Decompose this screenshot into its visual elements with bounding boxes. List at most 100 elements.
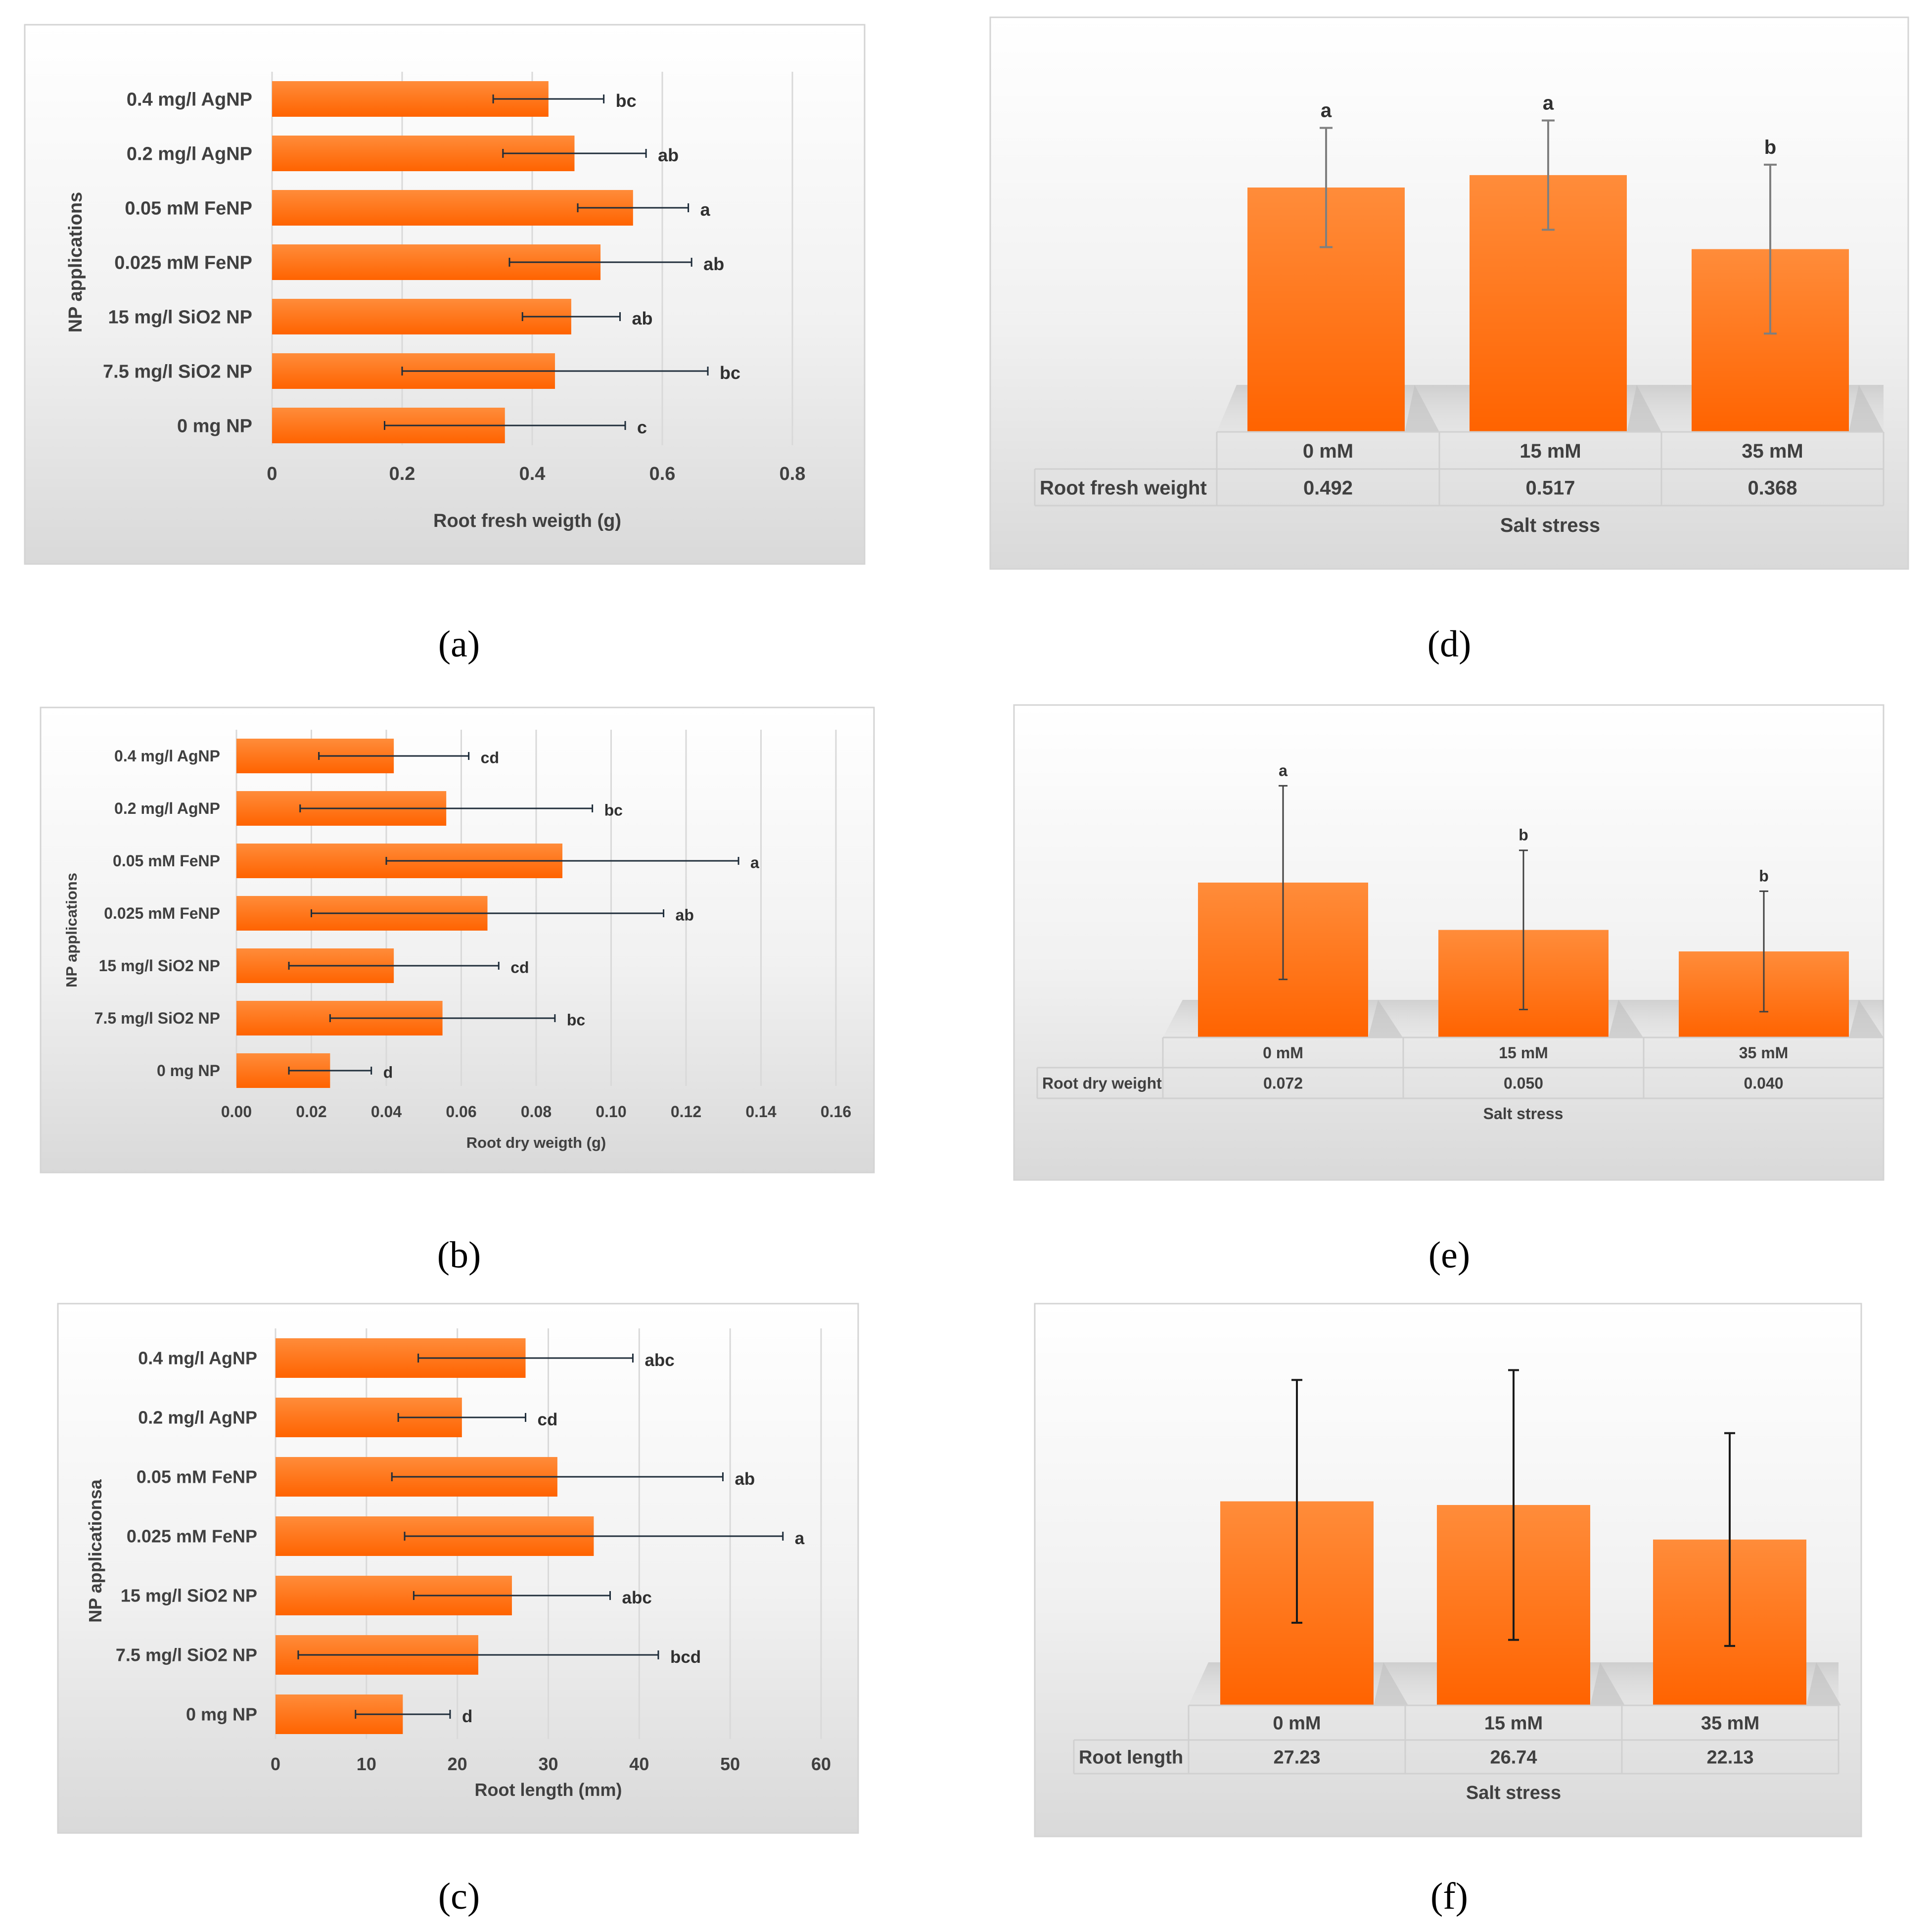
significance-letter: b — [1759, 867, 1769, 885]
data-table-row-label: Root fresh weight — [1040, 477, 1207, 499]
significance-letter: cd — [510, 958, 529, 976]
category-label: 35 mM — [1742, 440, 1803, 462]
category-label: 0.2 mg/l AgNP — [138, 1408, 257, 1428]
chart-panel-f: 0 mM 27.23 15 mM 26.74 35 mM 22.13 Root length… — [1034, 1303, 1862, 1837]
x-tick-label: 0.14 — [745, 1103, 776, 1121]
x-tick-label: 0.10 — [596, 1103, 626, 1121]
x-tick-label: 0.08 — [521, 1103, 552, 1121]
significance-letter: ab — [676, 906, 694, 924]
y-axis-title: NP applications — [63, 873, 80, 988]
category-label: 15 mM — [1519, 440, 1581, 462]
x-tick-label: 50 — [720, 1754, 740, 1774]
x-axis-title: Salt stress — [1466, 1783, 1561, 1803]
bar — [272, 299, 571, 334]
x-tick-label: 0.12 — [671, 1103, 701, 1121]
category-label: 7.5 mg/l SiO2 NP — [103, 361, 252, 382]
chart-panel-d: a a b 0 mM 0.492 15 mM 0.517 35 mM 0.368 Root fre… — [989, 16, 1909, 570]
x-tick-label: 40 — [629, 1754, 649, 1774]
data-table-row-label: Root dry weight — [1042, 1075, 1162, 1092]
data-table-value: 0.492 — [1303, 477, 1353, 499]
x-tick-label: 0.8 — [780, 464, 806, 484]
chart-panel-b: 0.00 0.02 0.04 0.06 0.08 0.10 0.12 0.14 0.16 0.4 … — [40, 706, 875, 1174]
category-label: 15 mM — [1484, 1713, 1543, 1734]
significance-letter: bcd — [670, 1647, 701, 1667]
data-table-value: 0.368 — [1748, 477, 1797, 499]
x-tick-label: 30 — [538, 1754, 558, 1774]
x-tick-label: 0 — [271, 1754, 280, 1774]
bar-shadow — [1609, 1000, 1643, 1037]
data-table-row-label: Root length — [1079, 1747, 1183, 1768]
category-label: 7.5 mg/l SiO2 NP — [94, 1009, 220, 1027]
x-axis-title: Salt stress — [1483, 1105, 1564, 1123]
significance-letter: b — [1764, 137, 1776, 158]
significance-letter: ab — [735, 1469, 755, 1489]
significance-letter: abc — [622, 1588, 652, 1607]
x-axis-title: Root fresh weigth (g) — [433, 511, 621, 531]
significance-letter: bc — [720, 363, 740, 383]
category-label: 0.05 mM FeNP — [125, 198, 252, 219]
bar-shadow — [1590, 1662, 1625, 1705]
bar-shadow — [1627, 385, 1661, 432]
significance-letter: b — [1518, 826, 1528, 844]
category-label: 0.025 mM FeNP — [114, 252, 252, 273]
category-label: 0.4 mg/l AgNP — [138, 1348, 257, 1368]
category-label: 35 mM — [1701, 1713, 1759, 1734]
category-label: 7.5 mg/l SiO2 NP — [116, 1645, 257, 1665]
category-label: 0.05 mM FeNP — [137, 1467, 257, 1487]
caption-c: (c) — [438, 1876, 480, 1917]
chart-background — [40, 706, 875, 1174]
significance-letter: a — [795, 1529, 805, 1548]
category-label: 0.025 mM FeNP — [104, 904, 220, 922]
chart-panel-c: 0 10 20 30 40 50 60 0.4 mg/l AgNP abc 0.2 mg/l Ag… — [57, 1303, 859, 1834]
significance-letter: cd — [481, 749, 499, 766]
category-label: 0.05 mM FeNP — [113, 852, 220, 870]
significance-letter: ab — [632, 308, 653, 329]
significance-letter: a — [1543, 92, 1554, 114]
data-table-value: 0.517 — [1525, 477, 1575, 499]
category-label: 0.4 mg/l AgNP — [114, 747, 220, 765]
x-tick-label: 60 — [811, 1754, 831, 1774]
chart-panel-a: 0 0.2 0.4 0.6 0.8 0.4 mg/l AgNP bc 0.2 mg/l AgN… — [24, 24, 866, 565]
x-tick-label: 0.04 — [371, 1103, 402, 1121]
category-label: 0 mg NP — [186, 1704, 257, 1725]
x-tick-label: 0.06 — [446, 1103, 476, 1121]
data-table-value: 0.040 — [1744, 1075, 1783, 1092]
y-axis-title: NP applications — [65, 192, 86, 332]
significance-letter: c — [637, 417, 647, 437]
category-label: 0 mM — [1263, 1044, 1303, 1062]
bar-shadow — [1368, 1000, 1403, 1037]
significance-letter: bc — [567, 1011, 585, 1029]
category-label: 0 mM — [1303, 440, 1353, 462]
x-tick-label: 0.4 — [519, 464, 546, 484]
category-label: 0.025 mM FeNP — [127, 1526, 257, 1547]
bar-shadow — [1374, 1662, 1408, 1705]
category-label: 0 mg NP — [157, 1062, 220, 1080]
x-tick-label: 0 — [267, 464, 277, 484]
significance-letter: ab — [658, 145, 679, 165]
significance-letter: ab — [703, 254, 724, 274]
significance-letter: a — [1279, 761, 1288, 779]
category-label: 0.2 mg/l AgNP — [127, 143, 252, 164]
data-table-value: 26.74 — [1490, 1747, 1537, 1768]
bar-shadow — [1849, 385, 1884, 432]
chart-panel-e: a b b 0 mM 0.072 15 mM 0.050 35 mM 0.040 Root dry… — [1013, 704, 1885, 1181]
data-table-value: 0.050 — [1504, 1075, 1543, 1092]
bar — [272, 190, 633, 226]
caption-d: (d) — [1427, 623, 1472, 665]
significance-letter: cd — [538, 1410, 558, 1429]
x-axis-title: Root dry weigth (g) — [466, 1134, 606, 1151]
significance-letter: a — [750, 853, 759, 871]
data-table-value: 22.13 — [1706, 1747, 1753, 1768]
category-label: 35 mM — [1739, 1044, 1789, 1062]
significance-letter: abc — [644, 1351, 674, 1370]
significance-letter: bc — [616, 91, 637, 111]
x-axis-title: Salt stress — [1500, 515, 1600, 536]
category-label: 15 mM — [1499, 1044, 1548, 1062]
category-label: 15 mg/l SiO2 NP — [121, 1586, 257, 1606]
x-tick-label: 0.02 — [296, 1103, 326, 1121]
caption-f: (f) — [1430, 1876, 1468, 1917]
category-label: 15 mg/l SiO2 NP — [99, 957, 220, 975]
category-label: 0 mg NP — [177, 416, 252, 436]
significance-letter: d — [383, 1063, 393, 1081]
